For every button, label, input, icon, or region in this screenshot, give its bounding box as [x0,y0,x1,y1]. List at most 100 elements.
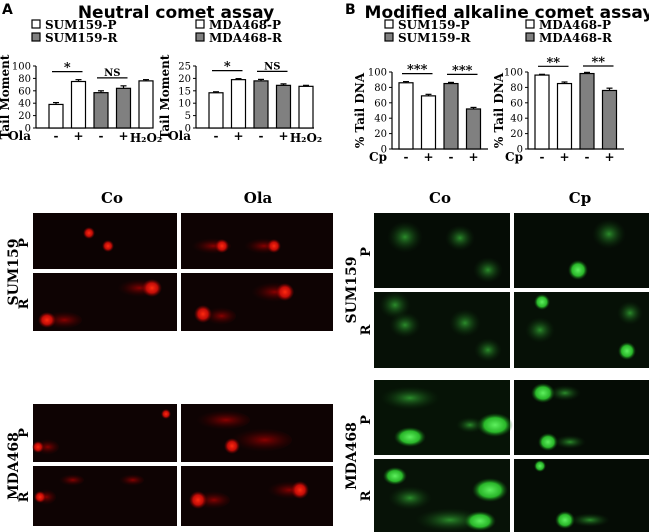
comet [194,305,212,323]
bar [579,72,595,150]
y-axis-label: Tail Moment [158,54,172,139]
bar [275,84,292,129]
legend-label: MDA468-R [209,31,283,45]
y-tick-label: 80 [374,83,387,94]
comet [102,240,114,252]
bar [398,82,414,150]
cell-line-label-mda468-b: MDA468 [344,422,360,490]
row-label-mda468-p-a: P [17,428,32,438]
legend-label: SUM159-R [398,31,471,45]
comet [34,491,46,503]
comet [389,312,421,338]
column-label-cp: Cp [569,189,591,207]
treatment-sign: + [73,129,83,143]
bar [465,108,482,150]
significance-label: ** [546,55,560,70]
comet [538,433,558,451]
significance-label: ** [591,55,605,70]
significance-label: * [64,61,71,76]
micrograph-sum159-alkaline [374,213,649,368]
panel-letter-a: A [2,2,13,18]
bar [556,82,573,150]
column-label-ola: Ola [244,189,273,207]
row-label-sum159-p-a: P [17,238,32,248]
bar [70,80,87,129]
y-axis-label: % Tail DNA [353,72,367,148]
y-tick-label: 40 [18,99,31,110]
cell-line-label-sum159-b: SUM159 [344,256,360,323]
y-tick-label: 25 [178,62,191,73]
micrograph-mda468-alkaline [374,380,649,532]
comet-tail [190,410,250,430]
comet-tail [224,428,292,452]
y-tick-label: 0 [381,145,387,156]
comet [276,283,294,301]
y-tick-label: 0 [185,124,191,135]
bar [208,92,224,129]
y-tick-label: 60 [18,86,31,97]
comet-tail [56,474,84,486]
column-label-co-a: Co [101,189,123,207]
legend-swatch [384,19,394,29]
y-tick-label: 20 [178,74,191,85]
panel-letter-b: B [345,2,356,18]
comet [161,409,171,419]
comet-tail [116,474,144,486]
treatment-sign: + [604,150,614,164]
y-tick-label: 20 [510,129,523,140]
comet [474,338,502,362]
comet [555,511,575,529]
y-axis-label: Tail Moment [0,54,12,139]
comet [618,342,636,360]
y-tick-label: 40 [374,114,387,125]
legend-label: SUM159-P [45,18,116,32]
comet-tail [549,385,581,401]
treatment-sign: - [259,129,264,143]
comet [394,427,426,447]
cell-line-label-mda468-a: MDA468 [6,432,22,500]
y-tick-label: 20 [18,111,31,122]
treatment-sign: + [233,129,243,143]
comet [449,309,481,337]
comet [388,486,432,510]
row-label-mda468-r-b: R [359,490,374,501]
legend-label: SUM159-R [45,31,118,45]
comet [383,467,407,485]
treatment-sign: + [423,150,433,164]
y-axis-label: % Tail DNA [492,72,506,148]
significance-label: NS [104,68,120,79]
legend-label: SUM159-P [398,18,469,32]
comet [617,301,643,325]
comet [568,260,588,280]
comet [267,239,281,253]
legend-label: MDA468-P [209,18,281,32]
comet [531,383,555,403]
comet [379,291,411,319]
y-tick-label: 15 [178,86,191,97]
bar [298,85,314,129]
comet [142,279,162,297]
treatment-sign: - [540,150,545,164]
row-label-mda468-p-b: P [359,415,374,425]
legend-swatch [525,19,535,29]
comet [464,511,496,531]
comet-tail [570,513,610,527]
y-tick-label: 40 [510,114,523,125]
treatment-sign: - [54,129,59,143]
row-label-mda468-r-a: R [17,491,32,502]
bar [420,95,437,150]
comet [534,460,546,472]
significance-label: *** [407,63,428,78]
treatment-sign: - [214,129,219,143]
extra-label: H₂O₂ [130,131,162,145]
row-label-sum159-r-a: R [17,298,32,309]
legend-label: MDA468-P [539,18,611,32]
y-tick-label: 100 [368,68,387,79]
comet [473,257,503,283]
treatment-sign: - [449,150,454,164]
comet [189,491,207,509]
bar [138,80,154,129]
treatment-sign: - [585,150,590,164]
